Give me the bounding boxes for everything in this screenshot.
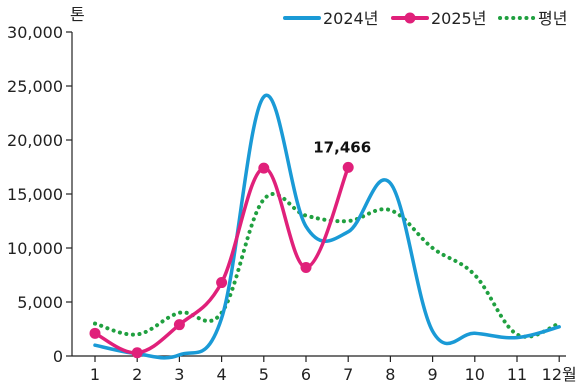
x-tick-label: 10 bbox=[465, 365, 485, 384]
x-tick-label: 9 bbox=[428, 365, 438, 384]
x-tick-label: 5 bbox=[259, 365, 269, 384]
chart-legend: 2024년 2025년 평년 bbox=[283, 9, 567, 28]
x-tick-label: 4 bbox=[217, 365, 227, 384]
series-layer bbox=[89, 93, 562, 360]
data-point-2025 bbox=[89, 327, 101, 339]
annotation-layer: 17,466 bbox=[313, 138, 371, 156]
y-tick-label: 10,000 bbox=[7, 239, 63, 258]
data-point-2025 bbox=[342, 161, 354, 173]
x-tick-label: 6 bbox=[301, 365, 311, 384]
series-line-series bbox=[93, 191, 562, 339]
x-tick-label: 1 bbox=[90, 365, 100, 384]
y-tick-label: 30,000 bbox=[7, 23, 63, 42]
y-tick-label: 0 bbox=[53, 347, 63, 366]
x-tick-label: 8 bbox=[385, 365, 395, 384]
legend-label-series: 평년 bbox=[538, 9, 567, 28]
legend-label-2025: 2025년 bbox=[431, 9, 486, 28]
data-point-2025 bbox=[300, 261, 312, 273]
y-tick-label: 5,000 bbox=[17, 293, 63, 312]
x-tick-label: 2 bbox=[132, 365, 142, 384]
data-point-2025 bbox=[173, 319, 185, 331]
data-point-2025 bbox=[131, 347, 143, 359]
legend-label-2024: 2024년 bbox=[323, 9, 378, 28]
data-label: 17,466 bbox=[313, 138, 371, 156]
y-tick-label: 20,000 bbox=[7, 131, 63, 150]
y-axis-unit-label: 톤 bbox=[70, 5, 85, 24]
x-tick-label: 11 bbox=[507, 365, 527, 384]
series-line-2025 bbox=[93, 165, 350, 355]
data-point-2025 bbox=[216, 277, 228, 289]
x-tick-label: 3 bbox=[174, 365, 184, 384]
series-line-2024 bbox=[93, 93, 561, 360]
y-tick-label: 25,000 bbox=[7, 77, 63, 96]
y-tick-label: 15,000 bbox=[7, 185, 63, 204]
x-tick-label: 7 bbox=[343, 365, 353, 384]
legend-marker-2025 bbox=[404, 12, 416, 24]
x-tick-label: 12월 bbox=[542, 365, 577, 384]
y-axis-ticks: 0 5,000 10,000 15,000 20,000 25,000 30,000 bbox=[7, 23, 72, 366]
data-point-2025 bbox=[258, 162, 270, 174]
x-axis-ticks: 1 2 3 4 5 6 7 8 9 10 11 12월 bbox=[90, 356, 577, 384]
